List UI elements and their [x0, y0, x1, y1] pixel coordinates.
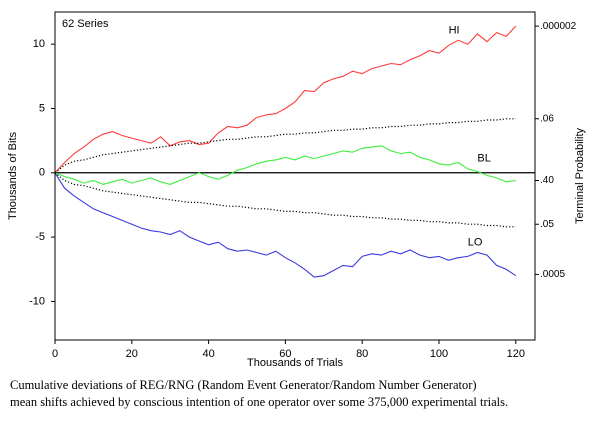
x-tick-label: 0 — [52, 348, 58, 360]
x-tick-label: 40 — [202, 348, 214, 360]
caption-line: Cumulative deviations of REG/RNG (Random… — [10, 378, 477, 392]
y2-axis-label: Terminal Probability — [574, 128, 586, 224]
y-tick-label: 5 — [39, 102, 45, 114]
envelope-line — [54, 172, 516, 228]
chart: 62 Series Thousands of Trials Thousands … — [7, 11, 586, 369]
y2-tick-label: .06 — [540, 113, 554, 124]
y2-tick-label: .40 — [540, 175, 554, 186]
y-tick-label: -5 — [35, 231, 45, 243]
y-axis-label: Thousands of Bits — [7, 131, 19, 220]
plot-frame — [54, 11, 536, 341]
caption-line: mean shifts achieved by conscious intent… — [10, 395, 509, 409]
x-tick-label: 80 — [356, 348, 368, 360]
series-line — [54, 172, 517, 278]
x-tick-label: 100 — [430, 348, 448, 360]
y2-tick-label: .000002 — [540, 21, 577, 32]
x-axis-label: Thousands of Trials — [247, 357, 343, 369]
y2-tick-label: .05 — [540, 219, 554, 230]
y-tick-label: 10 — [33, 38, 45, 50]
x-tick-label: 120 — [507, 348, 525, 360]
x-tick-label: 60 — [279, 348, 291, 360]
series-line — [54, 145, 516, 185]
y-tick-label: 0 — [39, 167, 45, 179]
x-tick-label: 20 — [126, 348, 138, 360]
series-label: BL — [477, 152, 490, 164]
annotation: 62 Series — [62, 18, 109, 30]
y-tick-label: -10 — [29, 295, 45, 307]
series-line — [54, 25, 517, 174]
series-label: LO — [468, 236, 483, 248]
y2-tick-label: .0005 — [540, 269, 565, 280]
series-label: HI — [449, 24, 460, 36]
